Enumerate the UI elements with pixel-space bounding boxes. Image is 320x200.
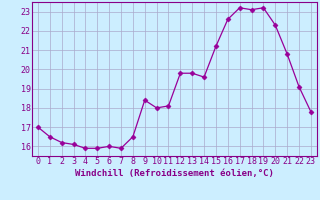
X-axis label: Windchill (Refroidissement éolien,°C): Windchill (Refroidissement éolien,°C): [75, 169, 274, 178]
